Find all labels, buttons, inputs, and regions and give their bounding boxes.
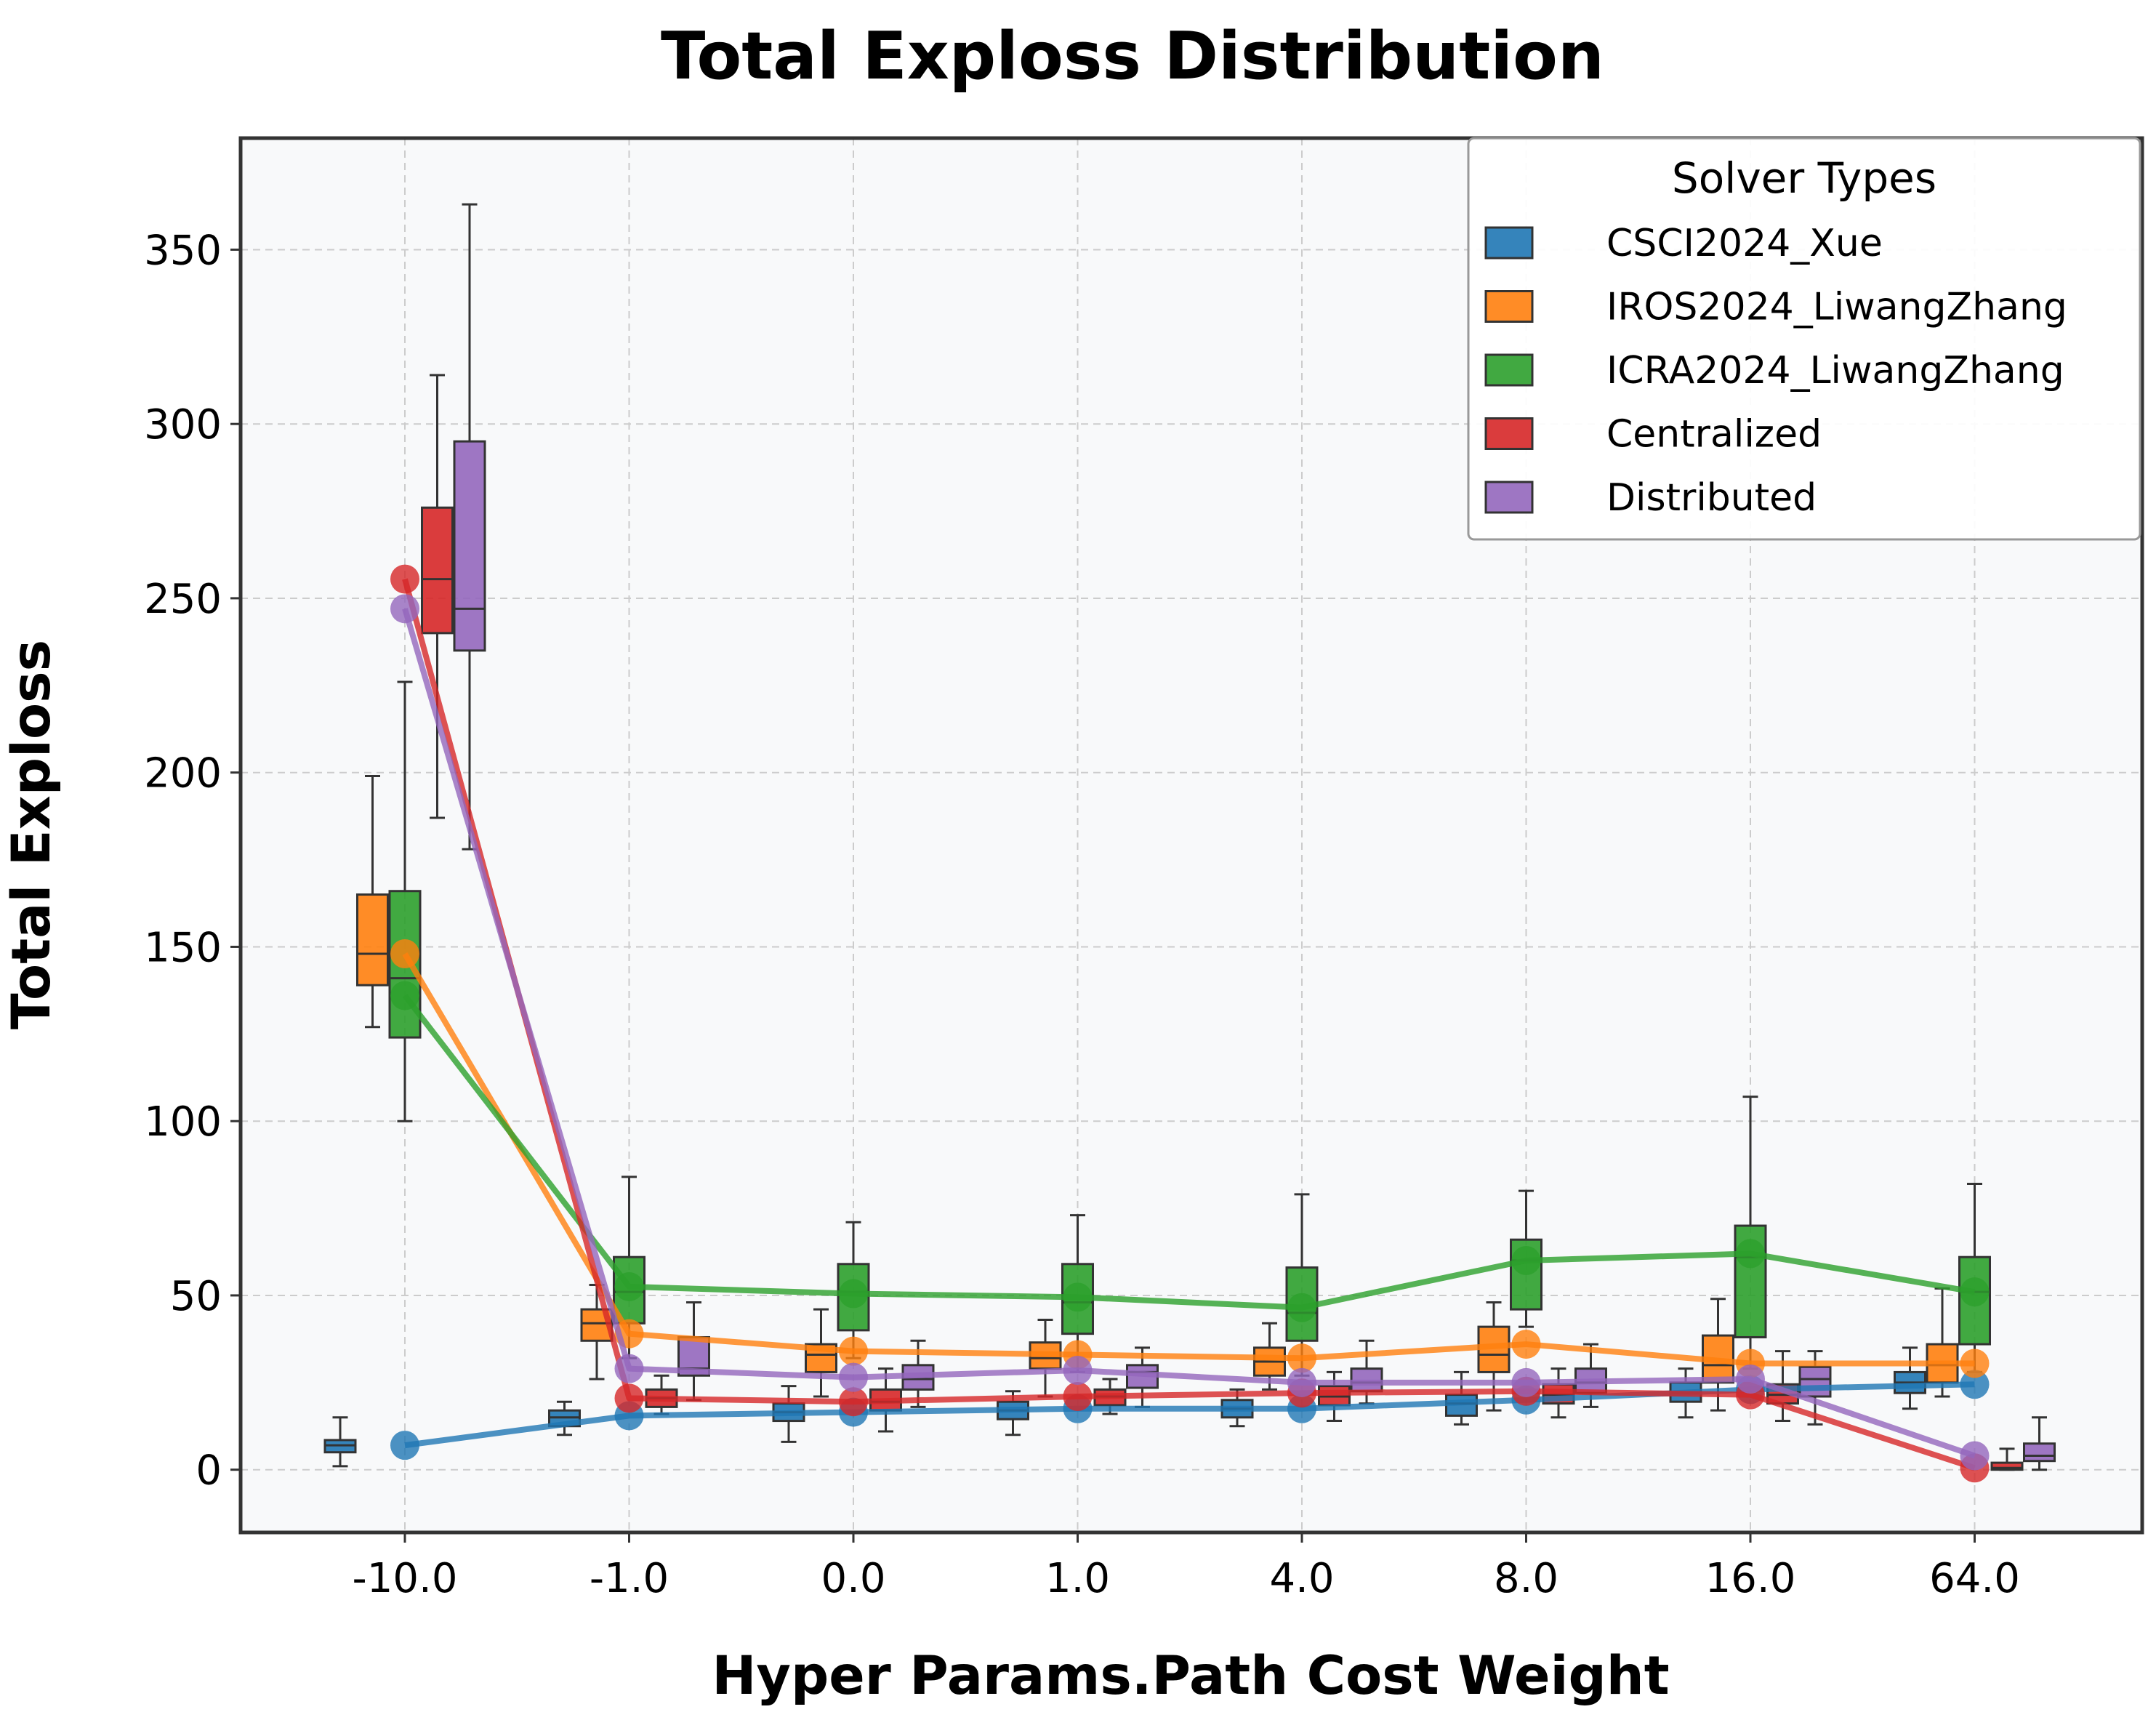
x-tick-label: -10.0 bbox=[353, 1555, 458, 1602]
mean-point-distributed bbox=[1736, 1365, 1765, 1394]
box-centralized bbox=[421, 374, 454, 819]
mean-point-csci2024-xue bbox=[390, 1431, 419, 1460]
mean-point-distributed bbox=[1063, 1356, 1093, 1386]
mean-line-icra2024-liwangzhang bbox=[402, 994, 1976, 1311]
legend-frame bbox=[1467, 137, 2141, 541]
box-body bbox=[453, 440, 486, 652]
legend-item-iros2024-liwangzhang: IROS2024_LiwangZhang bbox=[1484, 286, 2067, 329]
legend-swatch-distributed bbox=[1484, 481, 1534, 514]
box-body bbox=[1798, 1365, 1832, 1398]
mean-lines bbox=[390, 564, 1990, 1483]
mean-line-distributed bbox=[402, 608, 1976, 1459]
box-body bbox=[421, 506, 454, 635]
y-tick-label: 350 bbox=[144, 227, 222, 274]
legend-swatch-csci2024-xue bbox=[1484, 226, 1534, 260]
box-distributed bbox=[453, 203, 486, 851]
legend-swatch-iros2024-liwangzhang bbox=[1484, 290, 1534, 323]
mean-point-iros2024-liwangzhang bbox=[1960, 1349, 1990, 1378]
mean-point-icra2024-liwangzhang bbox=[839, 1279, 868, 1309]
mean-point-centralized bbox=[390, 564, 419, 594]
legend-label-iros2024-liwangzhang: IROS2024_LiwangZhang bbox=[1606, 286, 2067, 329]
mean-line-iros2024-liwangzhang bbox=[402, 952, 1975, 1367]
y-tick-label: 300 bbox=[144, 401, 222, 449]
y-tick-label: 50 bbox=[170, 1273, 222, 1320]
mean-point-centralized bbox=[614, 1383, 644, 1413]
box-iros2024-liwangzhang bbox=[356, 774, 389, 1029]
chart-title: Total Exploss Distribution bbox=[661, 18, 1604, 95]
mean-point-icra2024-liwangzhang bbox=[1287, 1293, 1316, 1322]
y-tick-label: 0 bbox=[196, 1447, 222, 1495]
mean-point-centralized bbox=[839, 1387, 868, 1417]
box-distributed bbox=[2023, 1416, 2056, 1471]
box-body bbox=[356, 893, 389, 986]
legend-item-icra2024-liwangzhang: ICRA2024_LiwangZhang bbox=[1484, 349, 2064, 393]
legend-title: Solver Types bbox=[1672, 153, 1936, 203]
box-csci2024-xue bbox=[1894, 1346, 1926, 1410]
x-tick-label: 0.0 bbox=[821, 1555, 885, 1602]
mean-point-icra2024-liwangzhang bbox=[614, 1271, 644, 1301]
mean-point-distributed bbox=[614, 1354, 644, 1383]
x-tick-label: 16.0 bbox=[1705, 1555, 1796, 1602]
mean-point-distributed bbox=[1960, 1441, 1990, 1471]
legend-swatch-icra2024-liwangzhang bbox=[1484, 353, 1534, 387]
y-tick-label: 150 bbox=[144, 924, 222, 971]
mean-line-centralized bbox=[402, 578, 1976, 1471]
legend-item-distributed: Distributed bbox=[1484, 476, 1817, 520]
mean-point-iros2024-liwangzhang bbox=[390, 939, 419, 969]
x-tick-label: 64.0 bbox=[1929, 1555, 2020, 1602]
mean-series-icra2024-liwangzhang bbox=[390, 981, 1990, 1322]
x-tick-label: -1.0 bbox=[590, 1555, 669, 1602]
x-axis-label: Hyper Params.Path Cost Weight bbox=[712, 1645, 1669, 1707]
box-centralized bbox=[1990, 1447, 2024, 1471]
y-axis-label: Total Exploss bbox=[1, 640, 63, 1029]
mean-point-iros2024-liwangzhang bbox=[1287, 1343, 1316, 1373]
mean-point-iros2024-liwangzhang bbox=[839, 1336, 868, 1366]
mean-series-distributed bbox=[390, 594, 1990, 1471]
mean-point-csci2024-xue bbox=[1960, 1370, 1990, 1399]
box-body bbox=[2023, 1442, 2056, 1463]
plot-frame bbox=[238, 136, 2144, 1535]
legend-swatch-centralized bbox=[1484, 417, 1534, 450]
mean-point-icra2024-liwangzhang bbox=[1063, 1282, 1093, 1312]
mean-point-distributed bbox=[839, 1362, 868, 1392]
mean-point-distributed bbox=[1287, 1367, 1316, 1397]
legend-item-csci2024-xue: CSCI2024_Xue bbox=[1484, 222, 1883, 265]
mean-point-distributed bbox=[390, 594, 419, 624]
mean-point-icra2024-liwangzhang bbox=[1960, 1277, 1990, 1307]
box-centralized bbox=[1318, 1370, 1351, 1423]
x-tick-label: 4.0 bbox=[1269, 1555, 1334, 1602]
legend: Solver Types CSCI2024_Xue IROS2024_LiwangZ… bbox=[1467, 137, 2141, 541]
mean-point-icra2024-liwangzhang bbox=[1511, 1245, 1541, 1275]
legend-label-icra2024-liwangzhang: ICRA2024_LiwangZhang bbox=[1606, 349, 2064, 393]
y-tick-label: 200 bbox=[144, 750, 222, 797]
box-iros2024-liwangzhang bbox=[1253, 1322, 1286, 1391]
box-body bbox=[1990, 1461, 2024, 1471]
mean-point-centralized bbox=[1063, 1381, 1093, 1411]
legend-label-distributed: Distributed bbox=[1606, 476, 1817, 520]
box-csci2024-xue bbox=[323, 1416, 357, 1468]
y-tick-label: 100 bbox=[144, 1098, 222, 1146]
legend-label-csci2024-xue: CSCI2024_Xue bbox=[1606, 222, 1883, 265]
mean-point-distributed bbox=[1511, 1367, 1541, 1397]
mean-point-icra2024-liwangzhang bbox=[390, 981, 419, 1010]
mean-point-icra2024-liwangzhang bbox=[1736, 1239, 1765, 1269]
x-tick-label: 1.0 bbox=[1045, 1555, 1110, 1602]
legend-label-centralized: Centralized bbox=[1606, 413, 1822, 457]
y-tick-label: 250 bbox=[144, 576, 222, 623]
x-tick-label: 8.0 bbox=[1494, 1555, 1558, 1602]
mean-point-iros2024-liwangzhang bbox=[1511, 1330, 1541, 1359]
axis-ticks: 0 50 100 150 200 250 300 350 -10.0 -1.0 0.0 1.0 4.0 8… bbox=[144, 227, 2020, 1602]
legend-item-centralized: Centralized bbox=[1484, 413, 1822, 457]
